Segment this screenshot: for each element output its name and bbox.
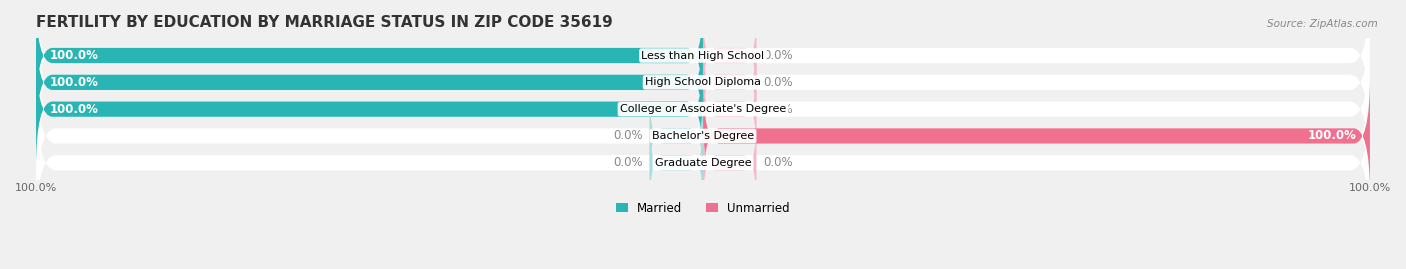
- FancyBboxPatch shape: [37, 36, 1369, 182]
- FancyBboxPatch shape: [650, 90, 703, 182]
- FancyBboxPatch shape: [37, 90, 1369, 236]
- FancyBboxPatch shape: [37, 63, 1369, 209]
- Text: FERTILITY BY EDUCATION BY MARRIAGE STATUS IN ZIP CODE 35619: FERTILITY BY EDUCATION BY MARRIAGE STATU…: [37, 15, 613, 30]
- FancyBboxPatch shape: [37, 23, 703, 142]
- FancyBboxPatch shape: [703, 77, 1369, 195]
- FancyBboxPatch shape: [37, 0, 1369, 128]
- FancyBboxPatch shape: [37, 0, 703, 115]
- Text: 0.0%: 0.0%: [763, 103, 793, 116]
- Text: 0.0%: 0.0%: [763, 49, 793, 62]
- Text: 0.0%: 0.0%: [763, 156, 793, 169]
- Text: Less than High School: Less than High School: [641, 51, 765, 61]
- Text: 0.0%: 0.0%: [613, 156, 643, 169]
- Text: Graduate Degree: Graduate Degree: [655, 158, 751, 168]
- FancyBboxPatch shape: [703, 117, 756, 209]
- Text: 100.0%: 100.0%: [49, 49, 98, 62]
- FancyBboxPatch shape: [703, 63, 756, 155]
- FancyBboxPatch shape: [650, 117, 703, 209]
- Text: 0.0%: 0.0%: [613, 129, 643, 143]
- Text: Source: ZipAtlas.com: Source: ZipAtlas.com: [1267, 19, 1378, 29]
- FancyBboxPatch shape: [37, 10, 1369, 155]
- Text: 100.0%: 100.0%: [49, 103, 98, 116]
- FancyBboxPatch shape: [703, 10, 756, 101]
- Text: High School Diploma: High School Diploma: [645, 77, 761, 87]
- FancyBboxPatch shape: [703, 36, 756, 128]
- Text: 0.0%: 0.0%: [763, 76, 793, 89]
- Text: Bachelor's Degree: Bachelor's Degree: [652, 131, 754, 141]
- FancyBboxPatch shape: [37, 50, 703, 168]
- Text: College or Associate's Degree: College or Associate's Degree: [620, 104, 786, 114]
- Text: 100.0%: 100.0%: [49, 76, 98, 89]
- Legend: Married, Unmarried: Married, Unmarried: [612, 197, 794, 220]
- Text: 100.0%: 100.0%: [1308, 129, 1357, 143]
